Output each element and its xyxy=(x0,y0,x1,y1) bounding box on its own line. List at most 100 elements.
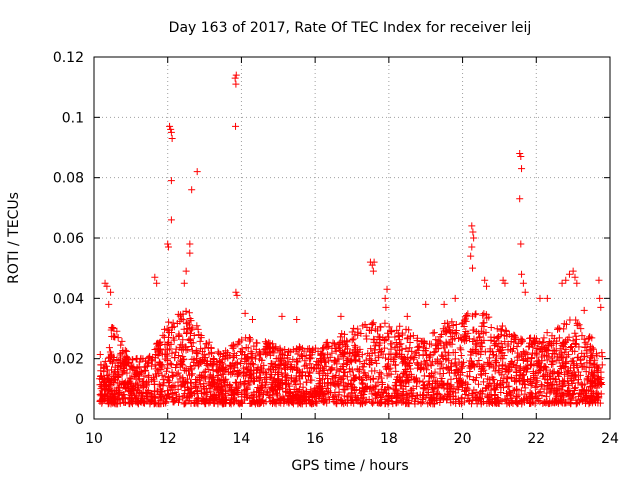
roti-point xyxy=(339,375,347,383)
roti-point xyxy=(570,385,578,393)
roti-point xyxy=(316,390,324,398)
roti-point xyxy=(101,357,109,365)
roti-point xyxy=(472,396,480,404)
roti-point xyxy=(348,389,356,397)
roti-point xyxy=(261,375,269,383)
roti-point xyxy=(370,258,378,266)
roti-point xyxy=(186,321,194,329)
roti-point xyxy=(148,362,156,370)
roti-point xyxy=(160,399,168,407)
roti-point xyxy=(431,368,439,376)
roti-point xyxy=(223,380,231,388)
roti-point xyxy=(449,336,457,344)
roti-point xyxy=(518,351,526,359)
roti-point xyxy=(469,375,477,383)
roti-point xyxy=(192,383,200,391)
roti-point xyxy=(305,344,313,352)
roti-point xyxy=(156,338,164,346)
roti-point xyxy=(461,313,469,321)
roti-point xyxy=(327,379,335,387)
roti-point xyxy=(538,392,546,400)
roti-point xyxy=(191,362,199,370)
roti-point xyxy=(385,384,393,392)
roti-point xyxy=(560,399,568,407)
roti-point xyxy=(232,71,240,79)
roti-point xyxy=(186,363,194,371)
roti-point xyxy=(591,377,599,385)
roti-point xyxy=(440,344,448,352)
roti-point xyxy=(524,350,532,358)
roti-point xyxy=(305,373,313,381)
roti-point xyxy=(246,400,254,408)
roti-point xyxy=(343,356,351,364)
x-tick-label: 10 xyxy=(85,431,103,447)
roti-point xyxy=(467,351,475,359)
roti-point xyxy=(516,150,524,158)
roti-point xyxy=(479,364,487,372)
roti-point xyxy=(398,381,406,389)
roti-point xyxy=(296,369,304,377)
roti-point xyxy=(153,279,161,287)
roti-point xyxy=(576,355,584,363)
roti-point xyxy=(344,379,352,387)
roti-point xyxy=(538,343,546,351)
roti-point xyxy=(212,386,220,394)
roti-point xyxy=(574,379,582,387)
roti-point xyxy=(498,322,506,330)
roti-point xyxy=(320,344,328,352)
roti-point xyxy=(445,338,453,346)
roti-point xyxy=(243,385,251,393)
y-axis-label: ROTI / TECUs xyxy=(6,192,22,284)
roti-point xyxy=(410,354,418,362)
roti-point xyxy=(260,361,268,369)
roti-point xyxy=(410,355,418,363)
roti-point xyxy=(431,377,439,385)
roti-point xyxy=(513,353,521,361)
roti-point xyxy=(332,357,340,365)
roti-point xyxy=(343,383,351,391)
roti-point xyxy=(573,354,581,362)
roti-point xyxy=(285,348,293,356)
roti-point xyxy=(507,398,515,406)
roti-point xyxy=(457,346,465,354)
roti-point xyxy=(303,378,311,386)
roti-point xyxy=(433,396,441,404)
roti-point xyxy=(178,357,186,365)
roti-point xyxy=(469,396,477,404)
roti-point xyxy=(168,349,176,357)
roti-point xyxy=(447,375,455,383)
roti-point xyxy=(520,364,528,372)
roti-point xyxy=(335,345,343,353)
roti-point xyxy=(581,343,589,351)
roti-point xyxy=(250,377,258,385)
roti-point xyxy=(398,329,406,337)
roti-point xyxy=(297,400,305,408)
roti-point xyxy=(446,326,454,334)
roti-point xyxy=(586,342,594,350)
roti-point xyxy=(573,399,581,407)
roti-point xyxy=(577,325,585,333)
roti-point xyxy=(437,339,445,347)
roti-point xyxy=(164,240,172,248)
roti-point xyxy=(392,338,400,346)
roti-point xyxy=(547,384,555,392)
roti-point xyxy=(293,315,301,323)
roti-point xyxy=(245,334,253,342)
roti-point xyxy=(121,379,129,387)
roti-point xyxy=(501,279,509,287)
roti-point xyxy=(430,329,438,337)
roti-point xyxy=(200,380,208,388)
roti-point xyxy=(407,332,415,340)
y-tick-label: 0.12 xyxy=(53,50,84,66)
roti-point xyxy=(499,355,507,363)
roti-point xyxy=(272,386,280,394)
roti-point xyxy=(517,153,525,161)
y-tick-label: 0.06 xyxy=(53,231,84,247)
roti-point xyxy=(329,339,337,347)
roti-point xyxy=(495,366,503,374)
roti-point xyxy=(458,383,466,391)
roti-point xyxy=(362,356,370,364)
roti-point xyxy=(462,333,470,341)
roti-point xyxy=(376,323,384,331)
